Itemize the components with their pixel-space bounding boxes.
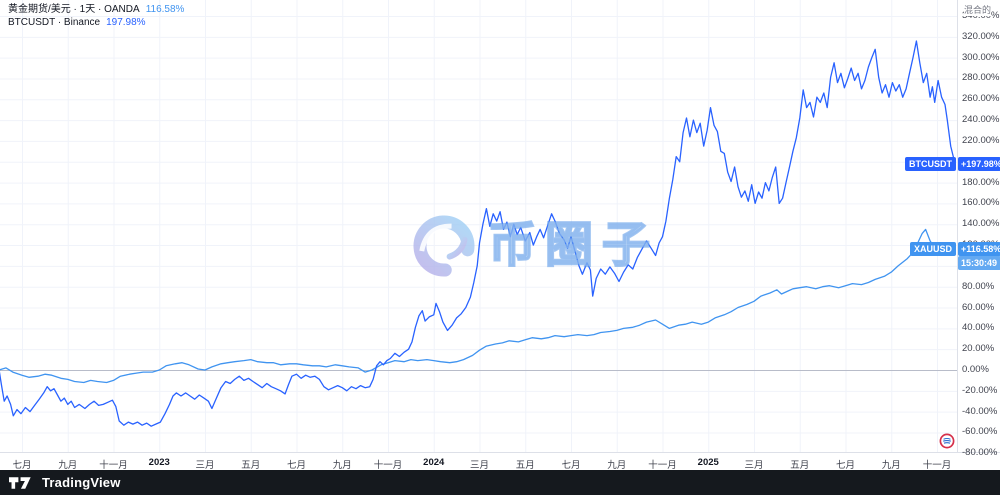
price-scale-tick-label: 80.00% <box>962 280 995 292</box>
time-scale-month-label: 七月 <box>286 460 306 471</box>
bqz-mini-logo-icon <box>939 433 955 449</box>
legend-value-btcusdt: 197.98% <box>106 16 146 28</box>
price-scale-tick-label: 20.00% <box>962 343 995 355</box>
price-scale-tick-label: 40.00% <box>962 322 995 334</box>
time-scale-year-label: 2023 <box>148 457 170 468</box>
time-scale-month-label: 十一月 <box>99 460 128 471</box>
price-scale-tick-label: -60.00% <box>962 426 998 438</box>
footer-bar: TradingView <box>0 470 1000 495</box>
time-scale-month-label: 五月 <box>790 460 810 471</box>
time-scale-month-label: 九月 <box>58 460 78 471</box>
time-scale-month-label: 七月 <box>561 460 581 471</box>
tradingview-brand-text[interactable]: TradingView <box>42 475 121 490</box>
time-scale-month-label: 十一月 <box>922 460 952 471</box>
series-line-xauusd <box>0 228 956 384</box>
series-label-xauusd[interactable]: XAUUSD <box>909 241 956 256</box>
price-badge-btcusdt: +197.98% <box>958 156 1000 171</box>
time-scale-month-label: 十一月 <box>373 460 403 471</box>
price-scale-tick-label: 0.00% <box>962 364 989 375</box>
time-scale-month-label: 七月 <box>835 460 855 471</box>
time-scale-year-label: 2025 <box>697 457 719 468</box>
price-scale-tick-label: 280.00% <box>962 72 1000 84</box>
legend: 黄金期货/美元 · 1天 · OANDA 116.58% BTCUSDT · Bi… <box>8 4 184 29</box>
price-scale-tick-label: 160.00% <box>962 197 1000 209</box>
time-scale-month-label: 三月 <box>195 460 215 471</box>
time-scale-month-label: 十一月 <box>648 460 677 471</box>
price-scale-tick-label: -40.00% <box>962 405 998 417</box>
price-scale-tick-label: 140.00% <box>962 218 1000 230</box>
price-scale-mode-label[interactable]: 混合的 <box>964 3 992 16</box>
price-scale-tick-label: 300.00% <box>962 51 1000 63</box>
time-scale-month-label: 七月 <box>12 460 32 471</box>
price-chart-canvas[interactable] <box>0 0 957 452</box>
price-scale-tick-label: 240.00% <box>962 114 1000 126</box>
legend-row-xauusd[interactable]: 黄金期货/美元 · 1天 · OANDA 116.58% <box>8 4 184 17</box>
time-scale-month-label: 三月 <box>744 460 764 471</box>
chart-plot-area[interactable]: 黄金期货/美元 · 1天 · OANDA 116.58% BTCUSDT · Bi… <box>0 0 957 452</box>
legend-title-btcusdt: BTCUSDT · Binance <box>8 16 101 28</box>
tradingview-logo-icon[interactable] <box>9 476 35 490</box>
price-scale-tick-label: -80.00% <box>962 447 998 459</box>
time-scale-month-label: 九月 <box>881 460 901 471</box>
time-scale-year-label: 2024 <box>423 457 445 468</box>
price-scale-tick-label: 60.00% <box>962 301 995 313</box>
price-scale-tick-label: 180.00% <box>962 176 1000 188</box>
price-scale-tick-label: -20.00% <box>962 384 998 396</box>
legend-value-xauusd: 116.58% <box>145 4 185 15</box>
time-scale-month-label: 五月 <box>241 460 261 471</box>
time-scale-month-label: 九月 <box>332 460 352 471</box>
price-scale-tick-label: 260.00% <box>962 93 1000 105</box>
bar-countdown-badge: 15:30:49 <box>958 255 1000 270</box>
series-line-btcusdt <box>0 40 956 427</box>
time-scale-month-label: 五月 <box>515 460 535 471</box>
price-scale-tick-label: 320.00% <box>962 30 1000 42</box>
series-label-btcusdt[interactable]: BTCUSDT <box>905 156 956 171</box>
legend-title-xauusd: 黄金期货/美元 · 1天 · OANDA <box>8 4 140 15</box>
time-scale-month-label: 三月 <box>469 460 489 471</box>
legend-row-btcusdt[interactable]: BTCUSDT · Binance 197.98% <box>8 17 184 30</box>
price-badge-xauusd: +116.58% <box>958 241 1000 256</box>
price-scale-tick-label: 220.00% <box>962 134 1000 146</box>
time-scale-month-label: 九月 <box>607 460 627 471</box>
time-scale[interactable]: 七月 九月 十一月 2023 三月 五月 七月 九月 十一月 2024 三月 五月 七月 九月 十一月 202… <box>0 452 1000 471</box>
price-scale[interactable]: 混合的 340.00%320.00%300.00%280.00%260.00%2… <box>957 0 1000 458</box>
